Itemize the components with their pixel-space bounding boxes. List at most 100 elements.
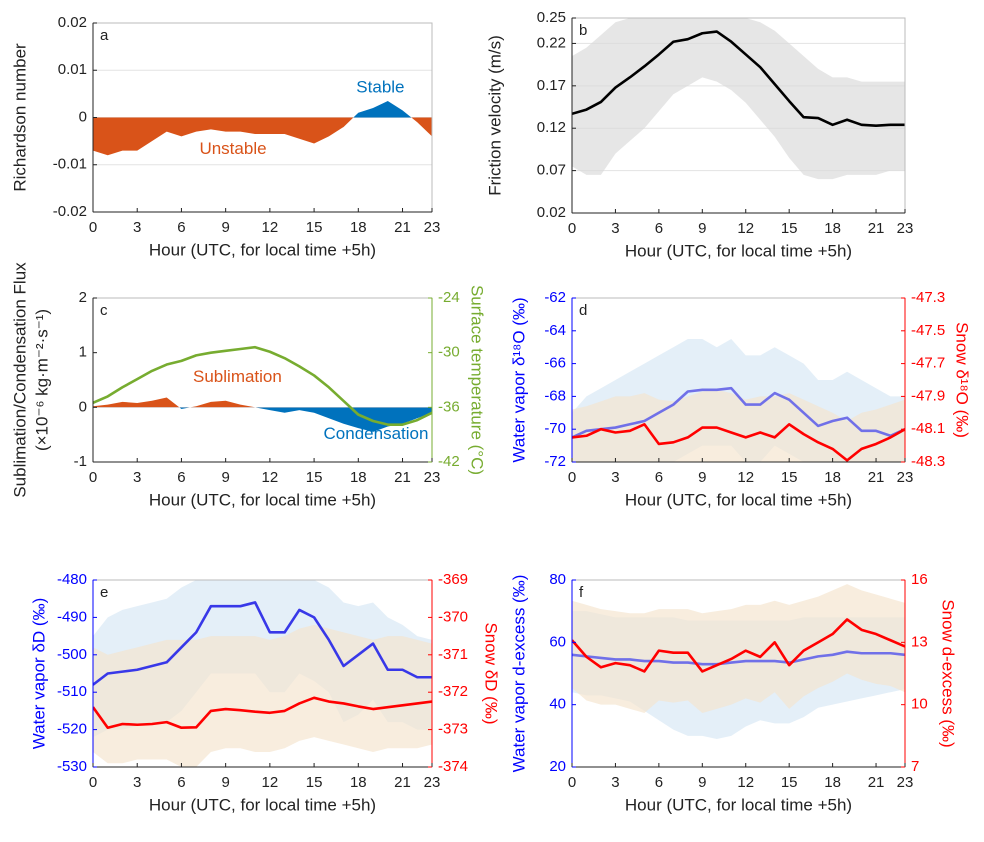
- x-tick-label: 9: [698, 469, 706, 486]
- x-axis-title: Hour (UTC, for local time +5h): [149, 240, 376, 259]
- y-tick-label: -510: [57, 683, 87, 700]
- y2-tick-label: -373: [438, 721, 468, 738]
- x-tick-label: 18: [350, 219, 367, 236]
- x-tick-label: 15: [306, 774, 323, 791]
- y2-tick-label: 7: [911, 758, 919, 775]
- x-tick-label: 0: [89, 774, 97, 791]
- y-tick-label: 0: [79, 398, 87, 415]
- y2-tick-label: -374: [438, 758, 468, 775]
- panel-letter: a: [100, 27, 109, 44]
- x-tick-label: 3: [133, 469, 141, 486]
- line: [572, 30, 905, 127]
- line: [93, 345, 432, 426]
- y-tick-label: 0.02: [58, 14, 87, 31]
- y2-tick-label: 10: [911, 696, 928, 713]
- line: [572, 618, 905, 673]
- x-tick-label: 3: [133, 774, 141, 791]
- y-tick-label: 20: [549, 758, 566, 775]
- y-tick-label: -72: [544, 453, 566, 470]
- y-tick-label: -68: [544, 387, 566, 404]
- x-tick-label: 18: [824, 469, 841, 486]
- x-tick-label: 15: [306, 219, 323, 236]
- x-tick-label: 23: [897, 774, 914, 791]
- y-tick-label: 80: [549, 571, 566, 588]
- signed-area: [93, 100, 432, 118]
- x-tick-label: 0: [568, 774, 576, 791]
- x-tick-label: 18: [350, 774, 367, 791]
- y-tick-label: -1: [74, 453, 87, 470]
- line: [572, 422, 905, 462]
- y2-axis-title: Snow δ¹⁸O (‰): [953, 322, 972, 438]
- x-tick-label: 21: [868, 220, 885, 237]
- y-tick-label: 40: [549, 696, 566, 713]
- y2-tick-label: -42: [438, 453, 460, 470]
- x-tick-label: 12: [262, 774, 279, 791]
- y2-tick-label: -370: [438, 608, 468, 625]
- y-tick-label: -0.01: [53, 156, 87, 173]
- x-tick-label: 12: [262, 219, 279, 236]
- x-tick-label: 23: [424, 774, 441, 791]
- panel-letter: e: [100, 584, 108, 601]
- x-tick-label: 18: [350, 469, 367, 486]
- line: [93, 601, 432, 686]
- y-tick-label: 2: [79, 289, 87, 306]
- y-axis-title: Water vapor δ¹⁸O (‰): [509, 297, 528, 462]
- y-tick-label: 0.12: [537, 119, 566, 136]
- x-tick-label: 0: [89, 219, 97, 236]
- x-tick-label: 9: [221, 469, 229, 486]
- x-tick-label: 23: [424, 469, 441, 486]
- plot: [93, 580, 432, 767]
- y-tick-label: 0.17: [537, 77, 566, 94]
- y-tick-label: 0.01: [58, 61, 87, 78]
- line: [93, 696, 432, 730]
- y-tick-label: -500: [57, 646, 87, 663]
- range-band: [572, 18, 905, 180]
- annotation: Sublimation: [193, 367, 282, 386]
- y-tick-label: 0.22: [537, 34, 566, 51]
- y2-tick-label: -36: [438, 398, 460, 415]
- x-axis-title: Hour (UTC, for local time +5h): [625, 241, 852, 260]
- x-tick-label: 0: [89, 469, 97, 486]
- x-tick-label: 23: [424, 219, 441, 236]
- panel-letter: b: [579, 22, 587, 39]
- y-tick-label: -520: [57, 721, 87, 738]
- x-axis-title: Hour (UTC, for local time +5h): [625, 490, 852, 509]
- signed-area: [179, 407, 432, 432]
- plot: [572, 339, 905, 462]
- y2-tick-label: -30: [438, 344, 460, 361]
- y2-tick-label: -48.1: [911, 420, 945, 437]
- x-tick-label: 15: [781, 774, 798, 791]
- x-tick-label: 9: [221, 774, 229, 791]
- signed-area: [93, 397, 432, 408]
- y-axis-title: Richardson number: [10, 43, 29, 192]
- y2-tick-label: -47.7: [911, 355, 945, 372]
- y-axis-title: Water vapor d-excess (‰): [509, 575, 528, 773]
- y-tick-label: -480: [57, 571, 87, 588]
- y2-axis-title: Snow δD (‰): [482, 622, 501, 724]
- y2-tick-label: -48.3: [911, 453, 945, 470]
- x-tick-label: 6: [655, 469, 663, 486]
- panel-letter: c: [100, 302, 108, 319]
- x-tick-label: 21: [394, 774, 411, 791]
- x-tick-label: 9: [698, 774, 706, 791]
- x-tick-label: 3: [133, 219, 141, 236]
- y2-axis-title: Surface temperature (°C): [468, 285, 487, 475]
- y-tick-label: -62: [544, 289, 566, 306]
- y-axis-title: Sublimation/Condensation Flux: [10, 262, 29, 498]
- x-tick-label: 21: [868, 469, 885, 486]
- x-tick-label: 21: [394, 469, 411, 486]
- y-tick-label: 1: [79, 344, 87, 361]
- range-band: [93, 624, 432, 767]
- y2-tick-label: -47.9: [911, 387, 945, 404]
- y2-tick-label: -47.5: [911, 322, 945, 339]
- x-tick-label: 6: [177, 219, 185, 236]
- y-tick-label: 0: [79, 108, 87, 125]
- annotation: Stable: [356, 78, 404, 97]
- range-band: [572, 584, 905, 713]
- panel-letter: f: [579, 584, 584, 601]
- y-axis-title: (×10⁻⁶ kg·m⁻²·s⁻¹): [32, 309, 51, 451]
- y-tick-label: -66: [544, 355, 566, 372]
- panel-letter: d: [579, 302, 587, 319]
- x-tick-label: 23: [897, 220, 914, 237]
- x-axis-title: Hour (UTC, for local time +5h): [149, 490, 376, 509]
